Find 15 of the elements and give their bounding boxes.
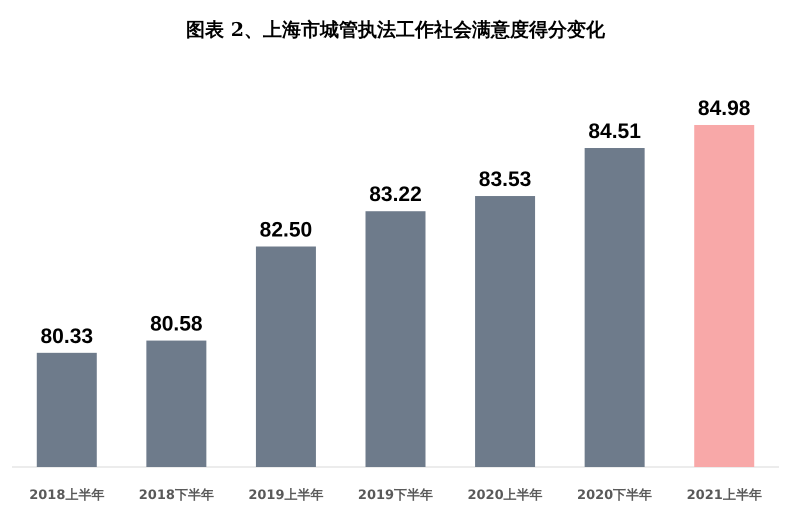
x-tick-label: 2020下半年: [577, 488, 652, 503]
x-tick-label: 2019下半年: [358, 488, 434, 503]
x-tick-label: 2020上半年: [467, 488, 543, 503]
data-label: 84.98: [698, 96, 751, 120]
data-label: 82.50: [260, 218, 312, 242]
chart-title: 图表 2、上海市城管执法工作社会满意度得分变化: [186, 19, 606, 41]
data-label: 83.53: [478, 168, 532, 192]
data-label: 83.22: [369, 183, 422, 206]
data-label: 80.58: [150, 312, 203, 336]
data-label: 84.51: [588, 120, 642, 144]
data-label: 80.33: [40, 324, 94, 348]
x-tick-label: 2019上半年: [248, 488, 324, 503]
x-tick-label: 2018上半年: [29, 488, 104, 503]
x-tick-label: 2021上半年: [686, 488, 762, 503]
x-tick-label: 2018下半年: [138, 488, 214, 503]
